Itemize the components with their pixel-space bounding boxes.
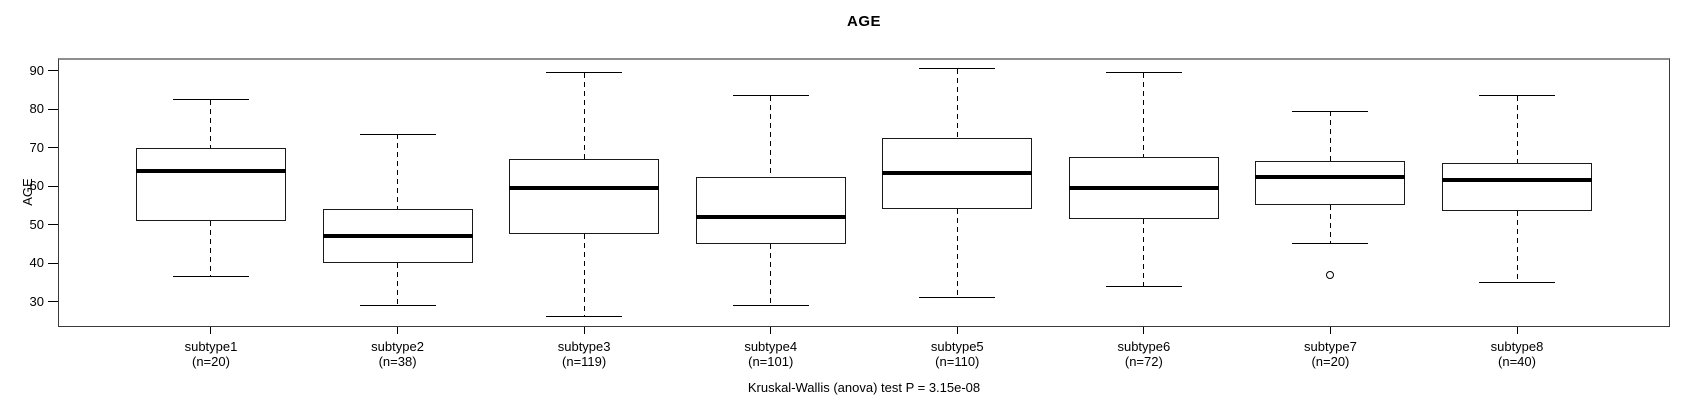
x-tick-mark xyxy=(1143,327,1145,334)
category-name: subtype4 xyxy=(744,339,798,354)
iqr-box xyxy=(1255,161,1406,206)
upper-whisker-line xyxy=(1143,72,1145,158)
category-name: subtype7 xyxy=(1304,339,1357,354)
category-name: subtype2 xyxy=(371,339,424,354)
x-tick-mark xyxy=(1516,327,1518,334)
category-sample-size: (n=20) xyxy=(192,354,230,369)
y-tick-mark xyxy=(48,185,58,187)
median-line xyxy=(322,234,473,239)
x-tick-mark xyxy=(770,327,772,334)
upper-whisker-line xyxy=(583,72,585,160)
y-tick-label: 60 xyxy=(29,178,44,194)
y-tick-label: 70 xyxy=(29,139,44,155)
lower-whisker-cap xyxy=(359,304,436,306)
y-tick-label: 30 xyxy=(29,293,44,309)
x-category-label: subtype2 (n=38) xyxy=(305,339,491,369)
category-name: subtype3 xyxy=(557,339,611,354)
y-tick-mark xyxy=(48,108,58,110)
lower-whisker-line xyxy=(956,209,958,298)
iqr-box xyxy=(695,176,846,244)
iqr-box xyxy=(135,147,286,221)
category-sample-size: (n=110) xyxy=(935,354,980,369)
lower-whisker-cap xyxy=(546,316,623,318)
y-tick-mark xyxy=(48,301,58,303)
upper-whisker-cap xyxy=(172,99,249,101)
lower-whisker-cap xyxy=(919,297,996,299)
x-tick-mark xyxy=(1329,327,1331,334)
category-sample-size: (n=38) xyxy=(378,354,417,369)
lower-whisker-cap xyxy=(172,276,249,278)
y-tick-mark xyxy=(48,262,58,264)
category-name: subtype5 xyxy=(930,339,984,354)
upper-whisker-line xyxy=(770,95,772,177)
y-tick-mark xyxy=(48,224,58,226)
upper-whisker-cap xyxy=(919,68,996,70)
category-sample-size: (n=119) xyxy=(562,354,607,369)
median-line xyxy=(1442,178,1592,183)
lower-whisker-cap xyxy=(1105,285,1182,287)
upper-whisker-cap xyxy=(1105,72,1182,74)
x-category-label: subtype8 (n=40) xyxy=(1424,339,1610,369)
lower-whisker-line xyxy=(1329,205,1331,244)
upper-whisker-cap xyxy=(1292,110,1369,112)
iqr-box xyxy=(1442,163,1592,212)
upper-whisker-line xyxy=(397,134,399,210)
lower-whisker-line xyxy=(397,263,399,306)
x-category-label: subtype4 (n=101) xyxy=(678,339,864,369)
x-tick-mark xyxy=(956,327,958,334)
y-tick-mark xyxy=(48,147,58,149)
x-category-label: subtype3 (n=119) xyxy=(491,339,677,369)
plot-frame xyxy=(58,58,1670,327)
category-name: subtype1 xyxy=(184,339,238,354)
lower-whisker-line xyxy=(1143,218,1145,287)
y-tick-label: 80 xyxy=(29,101,44,117)
lower-whisker-cap xyxy=(1479,281,1555,283)
upper-whisker-line xyxy=(210,99,212,148)
iqr-box xyxy=(509,159,660,235)
category-sample-size: (n=20) xyxy=(1311,354,1350,369)
upper-whisker-cap xyxy=(1479,95,1555,97)
lower-whisker-line xyxy=(583,234,585,317)
median-line xyxy=(1068,186,1219,191)
category-sample-size: (n=101) xyxy=(748,354,794,369)
upper-whisker-cap xyxy=(546,72,623,74)
upper-whisker-line xyxy=(1516,95,1518,164)
x-tick-mark xyxy=(397,327,399,334)
upper-whisker-cap xyxy=(359,133,436,135)
x-tick-mark xyxy=(583,327,585,334)
upper-whisker-cap xyxy=(732,95,809,97)
x-category-label: subtype7 (n=20) xyxy=(1237,339,1423,369)
lower-whisker-line xyxy=(210,220,212,277)
lower-whisker-line xyxy=(1516,211,1518,283)
upper-whisker-line xyxy=(956,68,958,139)
median-line xyxy=(695,214,846,219)
category-sample-size: (n=72) xyxy=(1124,354,1163,369)
chart-title: AGE xyxy=(846,13,881,30)
median-line xyxy=(135,168,286,173)
lower-whisker-line xyxy=(770,243,772,306)
category-sample-size: (n=40) xyxy=(1498,354,1536,369)
x-tick-mark xyxy=(210,327,212,334)
lower-whisker-cap xyxy=(732,304,809,306)
lower-whisker-cap xyxy=(1292,243,1369,245)
y-tick-label: 50 xyxy=(29,216,44,232)
stat-test-annotation: Kruskal-Wallis (anova) test P = 3.15e-08 xyxy=(747,380,981,395)
x-category-label: subtype5 (n=110) xyxy=(864,339,1050,369)
median-line xyxy=(509,186,660,191)
category-name: subtype6 xyxy=(1117,339,1171,354)
y-tick-label: 90 xyxy=(29,62,44,78)
x-category-label: subtype6 (n=72) xyxy=(1051,339,1237,369)
x-category-label: subtype1 (n=20) xyxy=(118,339,304,369)
median-line xyxy=(1255,174,1406,179)
upper-whisker-line xyxy=(1329,111,1331,162)
median-line xyxy=(882,170,1033,175)
category-name: subtype8 xyxy=(1490,339,1544,354)
y-tick-label: 40 xyxy=(29,255,44,271)
y-tick-mark xyxy=(48,70,58,72)
outlier-point xyxy=(1326,270,1335,279)
